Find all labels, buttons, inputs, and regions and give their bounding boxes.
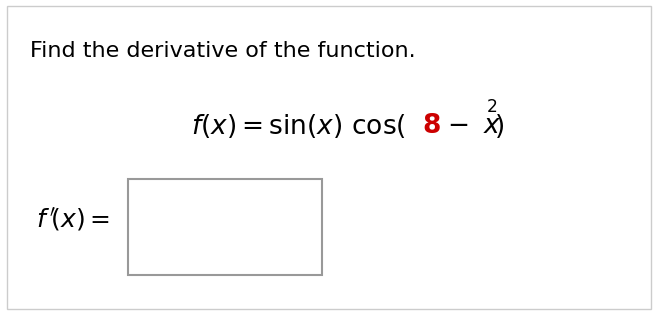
Text: $\ -\ \mathit{x}$: $\ -\ \mathit{x}$: [434, 113, 501, 139]
Text: $)$: $)$: [494, 112, 503, 140]
Text: $\mathit{f}\,'\!(\mathit{x}) =$: $\mathit{f}\,'\!(\mathit{x}) =$: [36, 207, 110, 233]
Bar: [128, 179, 322, 275]
Text: Find the derivative of the function.: Find the derivative of the function.: [30, 41, 415, 61]
Text: $\mathit{f}(\mathit{x}) = \mathrm{sin}(\mathit{x})\ \mathrm{cos}($: $\mathit{f}(\mathit{x}) = \mathrm{sin}(\…: [191, 112, 406, 140]
Text: $2$: $2$: [486, 98, 497, 116]
Text: $\mathbf{8}$: $\mathbf{8}$: [422, 113, 440, 139]
